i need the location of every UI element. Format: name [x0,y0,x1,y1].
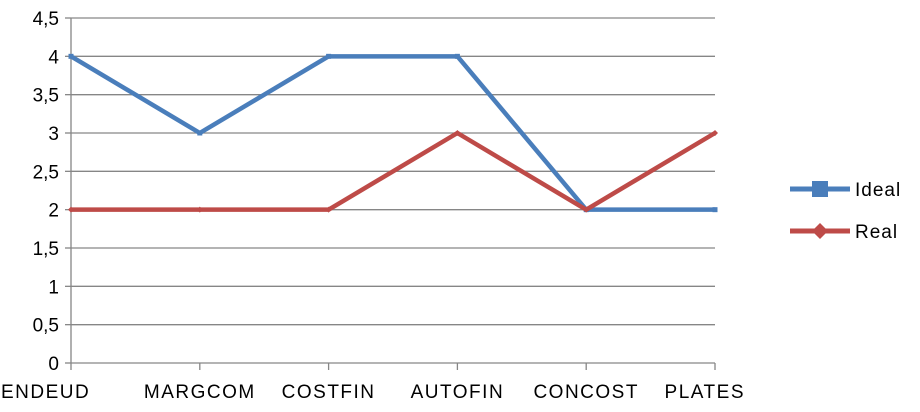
data-point-ideal [454,53,460,59]
legend-label-real: Real [855,222,898,243]
series-line-ideal [69,54,715,212]
y-tick-label: 3 [48,124,59,145]
y-tick-label: 2 [48,201,59,222]
data-point-real [68,206,74,213]
data-point-ideal [68,53,74,59]
y-tick-label: 4,5 [33,9,59,30]
series-lines [68,53,718,213]
series-line-real [71,130,717,212]
x-axis: ENDEUD MARGCOM COSTFIN AUTOFIN CONCOST PLATES [1,362,745,403]
x-tick-label: COSTFIN [282,382,376,403]
data-point-real [196,206,203,213]
x-tick-label: CONCOST [533,382,639,403]
y-tick-label: 0 [48,354,59,375]
data-point-ideal [712,207,718,213]
legend-label-ideal: Ideal [855,180,901,201]
y-tick-label: 0,5 [33,316,59,337]
legend: Ideal Real [790,180,901,243]
data-point-real [583,206,590,213]
x-tick-label: PLATES [665,382,745,403]
legend-marker-diamond [812,223,828,239]
y-tick-label: 3,5 [33,86,59,107]
data-point-real [712,130,718,136]
data-point-real [454,130,461,136]
y-tick-label: 1 [48,277,59,298]
data-point-real [325,206,332,213]
y-tick-label: 2,5 [33,162,59,183]
x-tick-label: ENDEUD [1,382,90,403]
data-point-ideal [197,130,203,136]
data-point-ideal [326,53,332,59]
legend-marker-square [812,181,828,197]
y-tick-label: 4 [48,47,59,68]
y-tick-label: 1,5 [33,239,59,260]
x-tick-label: MARGCOM [144,382,256,403]
y-axis: 0 0,5 1 1,5 2 2,5 3 3,5 4 4,5 [33,9,72,375]
x-tick-label: AUTOFIN [411,382,505,403]
